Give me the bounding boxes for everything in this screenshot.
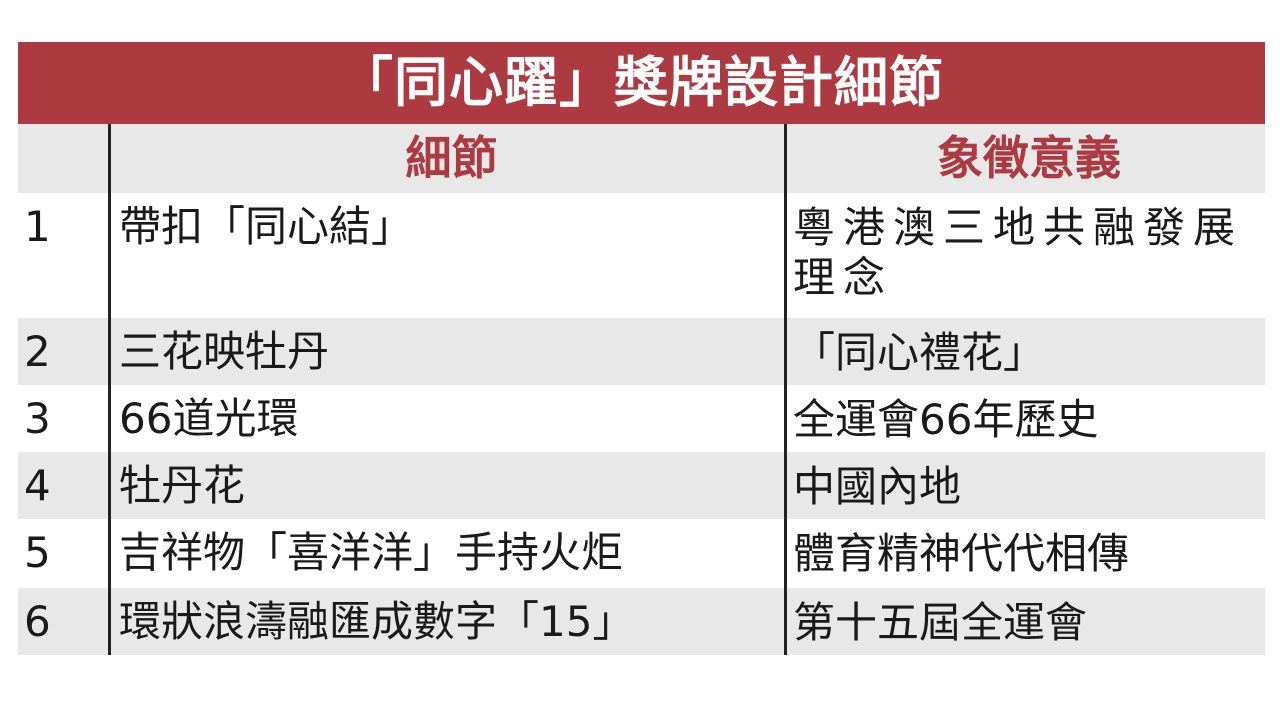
row-meaning: 「同心禮花」 <box>784 318 1265 385</box>
row-meaning: 第十五屆全運會 <box>784 588 1265 655</box>
table-row: 6 環狀浪濤融匯成數字「15」 第十五屆全運會 <box>18 588 1265 655</box>
row-index: 1 <box>24 202 51 251</box>
table-row: 4 牡丹花 中國內地 <box>18 452 1265 519</box>
row-detail: 牡丹花 <box>108 452 784 519</box>
row-meaning: 體育精神代代相傳 <box>784 519 1265 588</box>
table-title: 「同心躍」獎牌設計細節 <box>18 42 1265 124</box>
row-index: 4 <box>24 461 51 510</box>
table-row: 5 吉祥物「喜洋洋」手持火炬 體育精神代代相傳 <box>18 519 1265 588</box>
row-index: 6 <box>24 597 51 646</box>
medal-details-table: 細節 象徵意義 1 帶扣「同心結」 粵港澳三地共融發展理念 2 三花映牡丹 「同… <box>18 124 1265 655</box>
row-index: 2 <box>24 327 51 376</box>
header-index <box>18 124 108 193</box>
row-detail: 吉祥物「喜洋洋」手持火炬 <box>108 519 784 588</box>
row-detail: 三花映牡丹 <box>108 318 784 385</box>
table-row: 1 帶扣「同心結」 粵港澳三地共融發展理念 <box>18 193 1265 318</box>
row-detail: 66道光環 <box>108 385 784 452</box>
row-index: 3 <box>24 394 51 443</box>
row-meaning: 中國內地 <box>784 452 1265 519</box>
header-meaning: 象徵意義 <box>784 124 1265 193</box>
row-index: 5 <box>24 528 51 577</box>
row-meaning: 全運會66年歷史 <box>784 385 1265 452</box>
table-row: 3 66道光環 全運會66年歷史 <box>18 385 1265 452</box>
table-row: 2 三花映牡丹 「同心禮花」 <box>18 318 1265 385</box>
row-detail: 帶扣「同心結」 <box>108 193 784 318</box>
row-meaning: 粵港澳三地共融發展理念 <box>784 193 1265 318</box>
header-detail: 細節 <box>108 124 784 193</box>
row-detail: 環狀浪濤融匯成數字「15」 <box>108 588 784 655</box>
table-header-row: 細節 象徵意義 <box>18 124 1265 193</box>
